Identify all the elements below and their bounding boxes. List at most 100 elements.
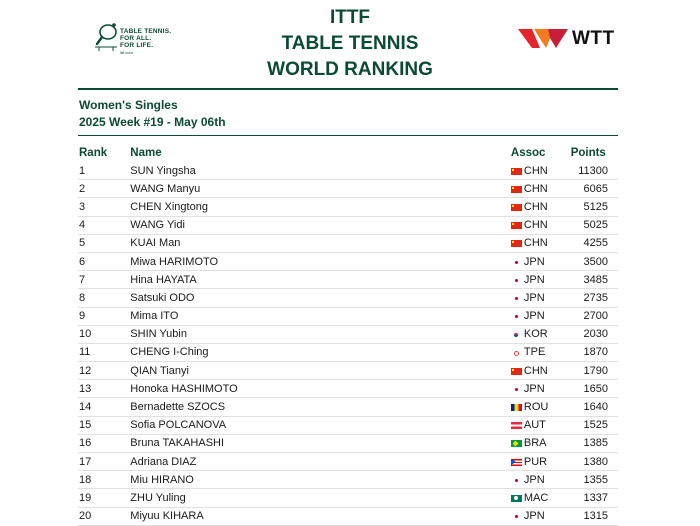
assoc-code: JPN bbox=[523, 382, 545, 395]
ittf-logo: TABLE TENNIS. FOR ALL. FOR LIFE. ittf.co… bbox=[93, 22, 193, 56]
player-name-cell: KUAI Man bbox=[130, 234, 511, 253]
table-row: 3 CHEN Xingtong CHN 5125 bbox=[78, 197, 618, 217]
assoc-cell: CHN bbox=[510, 361, 561, 381]
assoc-cell: CHN bbox=[510, 216, 561, 235]
logo-line: FOR LIFE. bbox=[120, 42, 154, 49]
assoc-cell: BRA bbox=[510, 434, 561, 454]
points-cell: 1640 bbox=[560, 397, 618, 417]
table-row: 20 Miyuu KIHARA JPN 1315 bbox=[78, 507, 618, 526]
points-cell: 1650 bbox=[560, 379, 618, 399]
assoc-cell: ROU bbox=[510, 397, 561, 417]
points-cell: 2735 bbox=[560, 288, 618, 308]
assoc-cell: JPN bbox=[510, 470, 561, 490]
assoc-cell: TPE bbox=[510, 343, 561, 363]
points-cell: 1380 bbox=[560, 452, 618, 472]
assoc-code: AUT bbox=[523, 419, 546, 432]
title-line: ITTF bbox=[329, 7, 371, 28]
points-cell: 1315 bbox=[560, 507, 618, 526]
player-name-cell: Mima ITO bbox=[130, 307, 511, 326]
assoc-code: CHN bbox=[523, 164, 548, 177]
rank-cell: 16 bbox=[78, 434, 131, 454]
player-name-cell: CHEN Xingtong bbox=[130, 197, 511, 217]
assoc-code: PUR bbox=[523, 455, 548, 468]
assoc-cell: JPN bbox=[510, 288, 561, 308]
table-row: 13 Honoka HASHIMOTO JPN 1650 bbox=[78, 379, 618, 399]
table-row: 4 WANG Yidi CHN 5025 bbox=[78, 216, 618, 235]
flag-jpn-icon bbox=[510, 276, 522, 284]
flag-jpn-icon bbox=[510, 258, 522, 266]
assoc-code: JPN bbox=[523, 310, 545, 323]
flag-jpn-icon bbox=[510, 313, 522, 321]
player-name-cell: Honoka HASHIMOTO bbox=[130, 379, 511, 399]
flag-mac-icon bbox=[510, 494, 522, 502]
rank-cell: 9 bbox=[78, 307, 131, 326]
rank-cell: 12 bbox=[78, 361, 131, 381]
flag-jpn-icon bbox=[510, 294, 522, 302]
column-header-points: Points bbox=[570, 147, 606, 159]
player-name-cell: SUN Yingsha bbox=[130, 162, 511, 181]
player-name-cell: QIAN Tianyi bbox=[130, 361, 511, 381]
points-cell: 3485 bbox=[560, 270, 618, 290]
assoc-cell: CHN bbox=[510, 162, 561, 181]
table-row: 14 Bernadette SZOCS ROU 1640 bbox=[78, 397, 618, 417]
points-cell: 1385 bbox=[560, 434, 618, 454]
assoc-code: JPN bbox=[523, 510, 545, 523]
assoc-code: BRA bbox=[523, 437, 547, 450]
rank-cell: 13 bbox=[78, 379, 131, 399]
rank-cell: 1 bbox=[78, 162, 131, 181]
table-row: 12 QIAN Tianyi CHN 1790 bbox=[78, 361, 618, 381]
player-name-cell: Adriana DIAZ bbox=[130, 452, 511, 472]
logo-line: FOR ALL. bbox=[120, 35, 152, 42]
ranking-table: Rank Name Assoc Points 1 SUN Yingsha CHN 11… bbox=[78, 144, 618, 526]
flag-chn-icon bbox=[510, 167, 522, 175]
rank-cell: 10 bbox=[78, 325, 131, 344]
assoc-cell: AUT bbox=[510, 416, 561, 435]
assoc-cell: JPN bbox=[510, 307, 561, 326]
table-row: 19 ZHU Yuling MAC 1337 bbox=[78, 488, 618, 508]
assoc-cell: CHN bbox=[510, 234, 561, 253]
rank-cell: 15 bbox=[78, 416, 131, 435]
flag-aut-icon bbox=[510, 422, 522, 430]
subtitle-divider bbox=[78, 135, 618, 136]
table-row: 18 Miu HIRANO JPN 1355 bbox=[78, 470, 618, 490]
flag-chn-icon bbox=[510, 222, 522, 230]
points-cell: 3500 bbox=[560, 252, 618, 272]
assoc-code: CHN bbox=[523, 200, 548, 213]
rank-cell: 18 bbox=[78, 470, 131, 490]
table-row: 11 CHENG I-Ching TPE 1870 bbox=[78, 343, 618, 363]
points-cell: 1870 bbox=[560, 343, 618, 363]
points-cell: 4255 bbox=[560, 234, 618, 253]
table-row: 16 Bruna TAKAHASHI BRA 1385 bbox=[78, 434, 618, 454]
rank-cell: 5 bbox=[78, 234, 131, 253]
category-label: Women's Singles bbox=[79, 98, 178, 112]
assoc-code: CHN bbox=[523, 219, 548, 232]
title-line: TABLE TENNIS bbox=[281, 33, 419, 54]
points-cell: 2700 bbox=[560, 307, 618, 326]
wtt-logo: WTT bbox=[518, 26, 628, 52]
rank-cell: 17 bbox=[78, 452, 131, 472]
rank-cell: 19 bbox=[78, 488, 131, 508]
table-row: 2 WANG Manyu CHN 6065 bbox=[78, 179, 618, 199]
week-label: 2025 Week #19 - May 06th bbox=[79, 115, 226, 129]
assoc-code: JPN bbox=[523, 473, 545, 486]
rank-cell: 14 bbox=[78, 397, 131, 417]
assoc-cell: PUR bbox=[510, 452, 561, 472]
points-cell: 6065 bbox=[560, 179, 618, 199]
ittf-paddle-icon bbox=[95, 23, 117, 51]
table-header-row: Rank Name Assoc Points bbox=[78, 144, 618, 162]
points-cell: 1337 bbox=[560, 488, 618, 508]
rank-cell: 20 bbox=[78, 507, 131, 526]
points-cell: 11300 bbox=[560, 162, 618, 181]
assoc-code: TPE bbox=[523, 346, 546, 359]
table-row: 9 Mima ITO JPN 2700 bbox=[78, 307, 618, 326]
player-name-cell: Miwa HARIMOTO bbox=[130, 252, 511, 272]
rank-cell: 8 bbox=[78, 288, 131, 308]
rank-cell: 11 bbox=[78, 343, 131, 363]
assoc-code: MAC bbox=[523, 491, 549, 504]
flag-tpe-icon bbox=[510, 349, 522, 357]
points-cell: 1525 bbox=[560, 416, 618, 435]
assoc-cell: KOR bbox=[510, 325, 561, 344]
assoc-cell: JPN bbox=[510, 270, 561, 290]
table-row: 8 Satsuki ODO JPN 2735 bbox=[78, 288, 618, 308]
ranking-subtitle: Women's Singles 2025 Week #19 - May 06th bbox=[79, 97, 226, 131]
